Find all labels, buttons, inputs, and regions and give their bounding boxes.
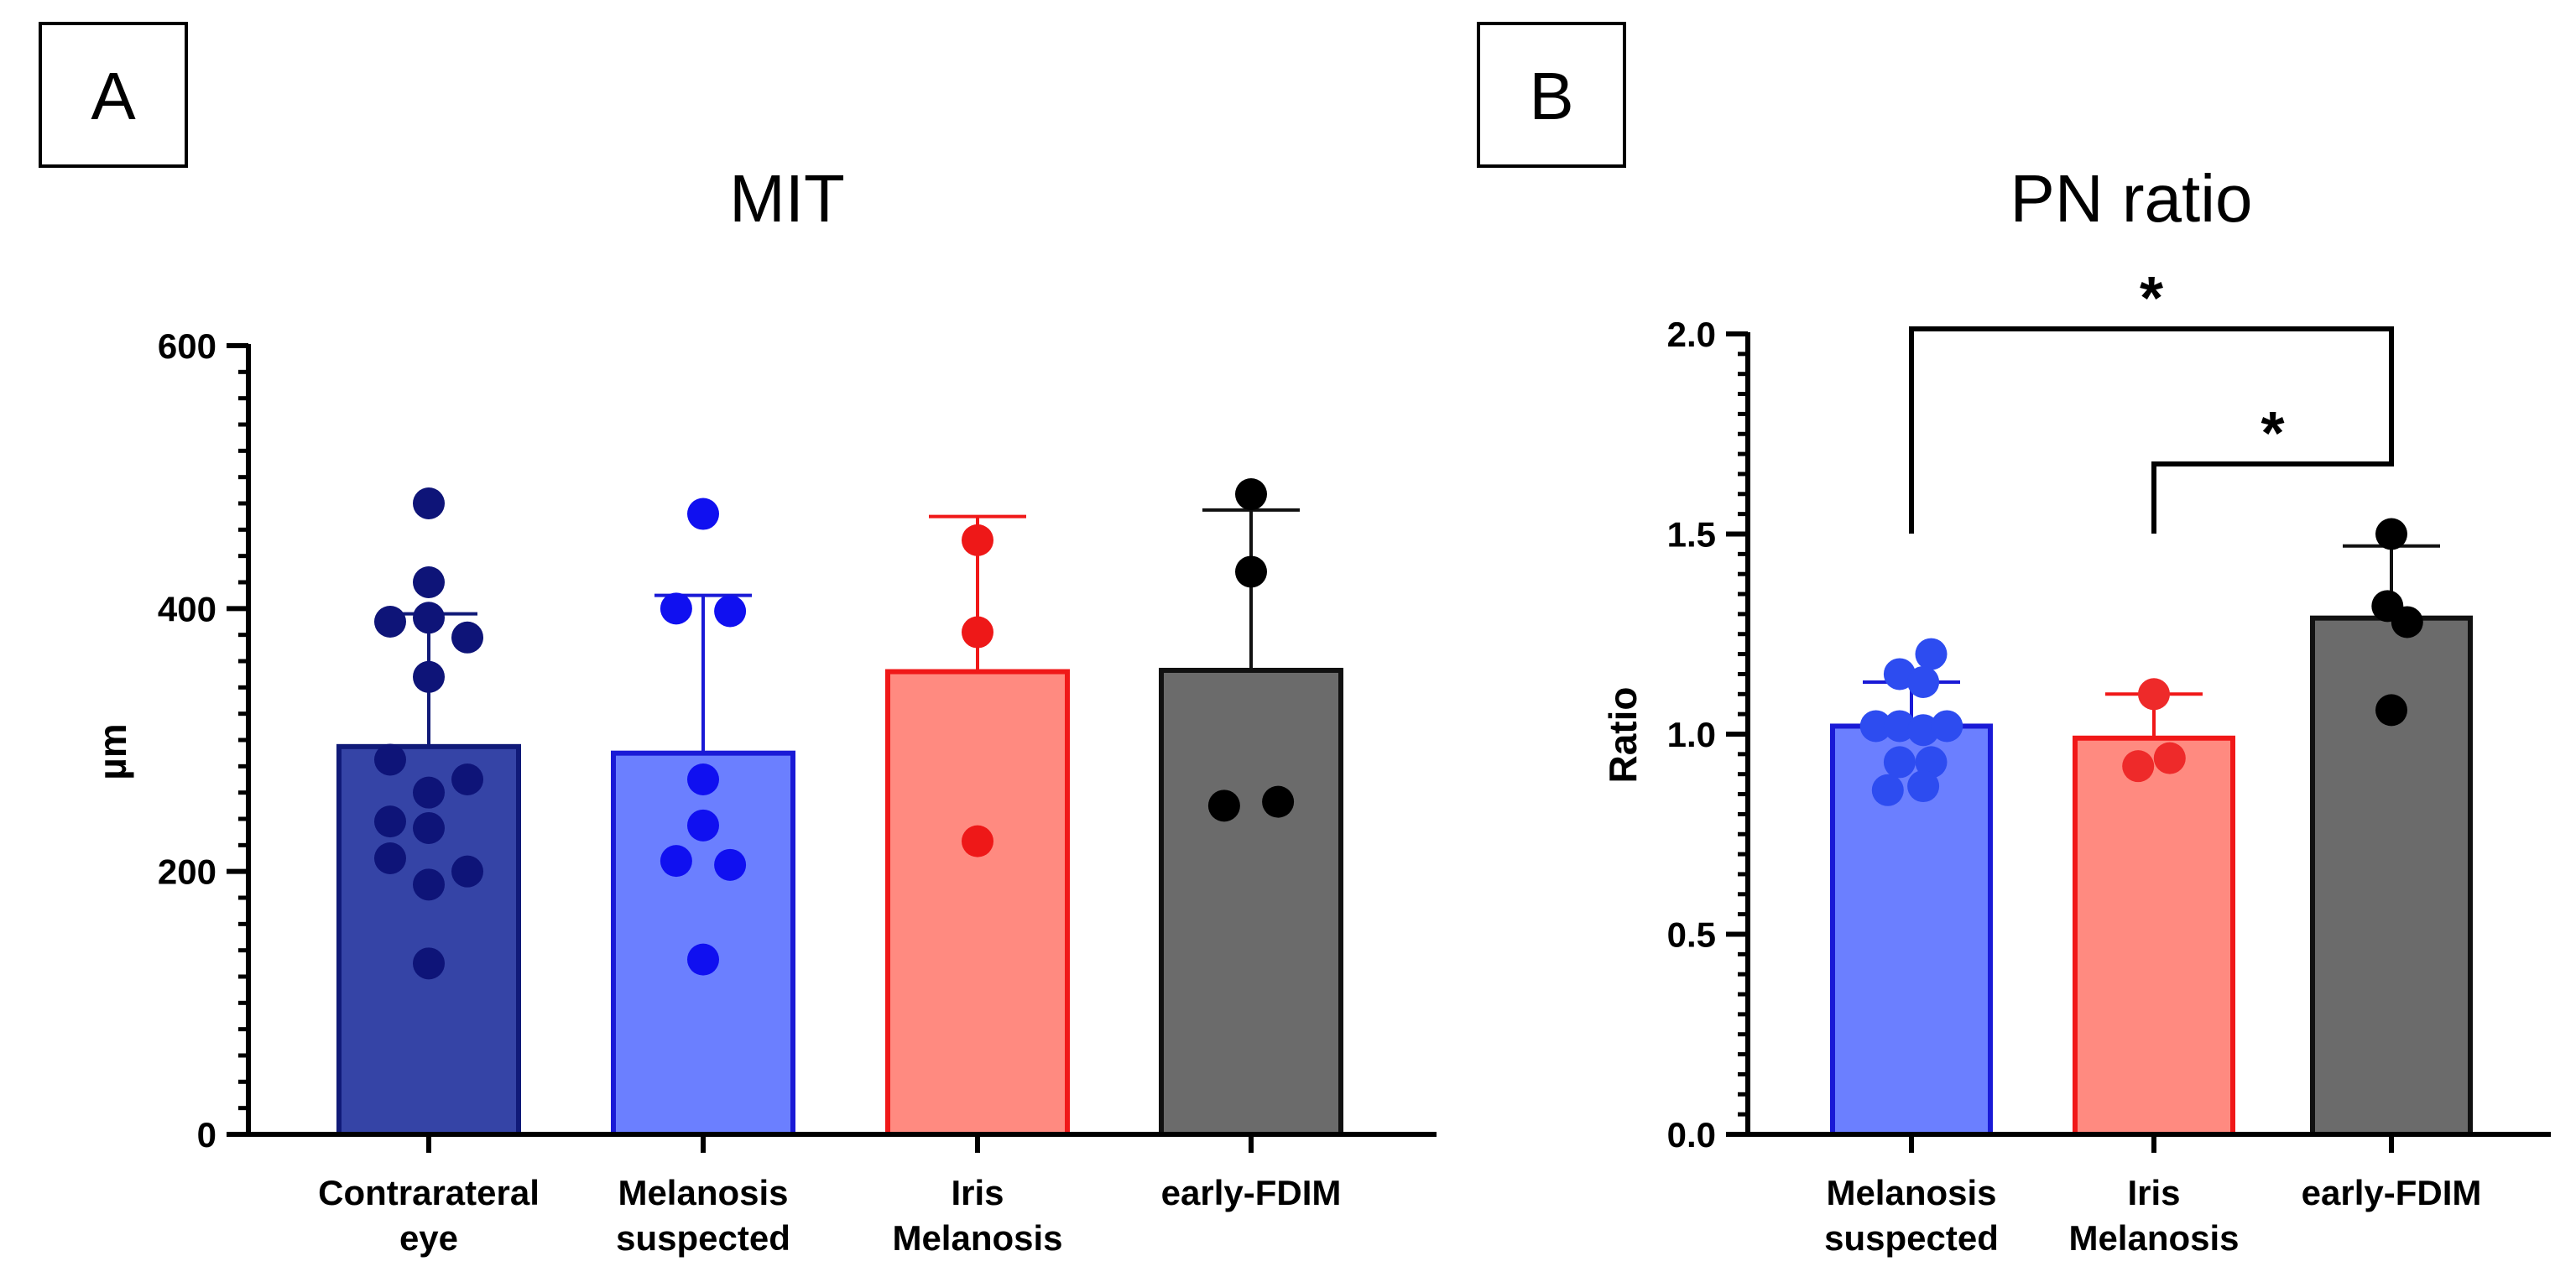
chart-pn-ratio-ylabel: Ratio: [1601, 687, 1645, 784]
pn-point-0-8: [1915, 746, 1948, 779]
mit-point-3-0: [1235, 478, 1267, 511]
mit-point-0-14: [413, 947, 445, 980]
pn-category-label: suspected: [1824, 1218, 1999, 1258]
mit-category-label: early-FDIM: [1161, 1173, 1342, 1212]
mit-point-0-12: [451, 855, 484, 888]
mit-point-0-0: [373, 606, 406, 638]
pn-significance-star-0: *: [2140, 265, 2163, 332]
mit-point-0-5: [413, 660, 445, 693]
pn-point-2-0: [2375, 518, 2407, 550]
pn-point-0-0: [1915, 638, 1948, 670]
pn-point-0-9: [1871, 774, 1904, 806]
mit-category-label: Melanosis: [892, 1218, 1062, 1258]
mit-point-0-9: [373, 805, 406, 838]
mit-point-0-3: [413, 566, 445, 598]
pn-category-label: Melanosis: [1826, 1173, 1996, 1212]
mit-category-label: Melanosis: [618, 1173, 788, 1212]
mit-point-3-2: [1207, 790, 1240, 822]
mit-category-label: suspected: [616, 1218, 790, 1258]
panel-a-label-box: [39, 22, 188, 168]
mit-point-2-1: [962, 616, 993, 649]
pn-bar-1: [2073, 735, 2235, 1138]
chart-mit: MIT µm 0 200 400 600 Contrarateral eye Melanos…: [91, 161, 1437, 1258]
mit-category-label: eye: [399, 1218, 458, 1258]
mit-point-1-0: [687, 498, 719, 530]
pn-category-label: early-FDIM: [2302, 1173, 2482, 1212]
chart-mit-plot: 0 200 400 600 Contrarateral eye Melanosis suspe…: [158, 326, 1437, 1258]
pn-point-0-4: [1883, 710, 1916, 743]
pn-significance-bracket-0: [1909, 326, 2394, 534]
mit-point-0-11: [373, 842, 406, 874]
pn-point-0-10: [1907, 770, 1940, 803]
mit-point-2-2: [962, 825, 993, 857]
pn-category-label: Melanosis: [2068, 1218, 2239, 1258]
mit-point-1-5: [660, 845, 692, 878]
mit-point-1-2: [714, 595, 747, 628]
mit-point-0-10: [413, 811, 445, 844]
mit-point-0-13: [413, 868, 445, 901]
pn-ytick-label: 1.0: [1667, 715, 1716, 754]
chart-pn-ratio-title: PN ratio: [2010, 161, 2253, 236]
mit-point-0-6: [451, 621, 484, 654]
mit-point-1-6: [714, 848, 747, 881]
mit-bar-0: [336, 743, 521, 1137]
chart-mit-ylabel: µm: [91, 723, 134, 779]
mit-bar-3: [1159, 667, 1343, 1137]
pn-point-0-3: [1859, 710, 1892, 743]
mit-ytick-label: 200: [158, 852, 216, 892]
mit-point-0-1: [413, 487, 445, 519]
panel-a-label: A: [91, 59, 136, 133]
pn-point-1-2: [2153, 742, 2186, 774]
pn-ytick-label: 0.5: [1667, 915, 1716, 955]
pn-significance-star-1: *: [2261, 400, 2284, 467]
mit-point-0-4: [413, 602, 445, 634]
chart-pn-ratio: PN ratio Ratio 0.0 0.5 1.0 1.5 2.0 Melanosis s…: [1601, 161, 2551, 1258]
mit-point-2-0: [962, 524, 993, 556]
mit-ytick-label: 400: [158, 589, 216, 628]
mit-point-0-2: [373, 743, 406, 776]
mit-category-label: Contrarateral: [318, 1173, 540, 1212]
pn-point-2-3: [2375, 694, 2407, 727]
mit-point-1-4: [687, 809, 719, 842]
chart-pn-ratio-plot: 0.0 0.5 1.0 1.5 2.0 Melanosis suspected Iris Mel…: [1667, 265, 2551, 1258]
panel-b-label: B: [1529, 59, 1573, 133]
mit-bar-2: [885, 669, 1070, 1137]
pn-point-2-2: [2391, 606, 2423, 638]
mit-point-3-1: [1235, 555, 1267, 588]
mit-ytick-label: 600: [158, 326, 216, 366]
mit-point-0-8: [413, 776, 445, 809]
mit-point-3-3: [1262, 785, 1295, 818]
mit-point-0-7: [451, 763, 484, 795]
panel-b-label-box: [1477, 22, 1626, 168]
pn-category-label: Iris: [2127, 1173, 2180, 1212]
mit-ytick-label: 0: [197, 1115, 216, 1154]
mit-category-label: Iris: [951, 1173, 1004, 1212]
pn-point-0-2: [1907, 665, 1940, 698]
mit-point-1-1: [660, 592, 692, 625]
pn-ytick-label: 0.0: [1667, 1115, 1716, 1154]
pn-ytick-label: 2.0: [1667, 315, 1716, 354]
pn-ytick-label: 1.5: [1667, 515, 1716, 555]
pn-point-1-1: [2122, 750, 2155, 783]
pn-point-0-7: [1883, 746, 1916, 779]
mit-point-1-7: [687, 943, 719, 976]
pn-significance-bracket-1: [2151, 424, 2394, 534]
pn-point-0-6: [1931, 710, 1963, 743]
pn-point-1-0: [2138, 678, 2170, 711]
chart-mit-title: MIT: [729, 161, 845, 236]
pn-point-0-5: [1907, 714, 1940, 747]
mit-point-1-3: [687, 763, 719, 795]
